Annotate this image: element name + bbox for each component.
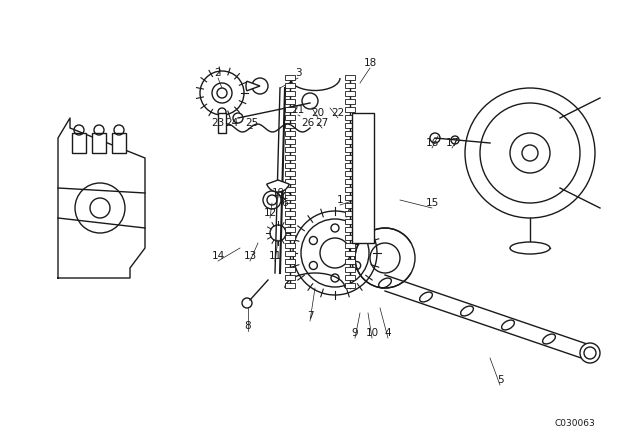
Bar (285, 179, 295, 184)
Bar (285, 211, 295, 216)
Bar (345, 267, 355, 272)
Wedge shape (246, 81, 260, 91)
Bar (285, 107, 295, 112)
Text: 25: 25 (245, 118, 259, 128)
Bar (285, 115, 295, 120)
Text: 27: 27 (316, 118, 328, 128)
Bar (345, 91, 355, 96)
Text: 3: 3 (294, 68, 301, 78)
Text: 20: 20 (312, 108, 324, 118)
Bar (345, 227, 355, 232)
Bar (285, 131, 295, 136)
Bar (345, 251, 355, 256)
Polygon shape (58, 118, 145, 278)
Bar (345, 123, 355, 128)
Text: 23: 23 (211, 118, 225, 128)
Bar (345, 235, 355, 240)
Bar (345, 83, 355, 88)
Bar (285, 155, 295, 160)
Bar (345, 219, 355, 224)
Text: 22: 22 (332, 108, 344, 118)
Text: 6: 6 (282, 198, 288, 208)
Bar (285, 235, 295, 240)
Text: 26: 26 (301, 118, 315, 128)
Bar (285, 83, 295, 88)
Text: 13: 13 (243, 251, 257, 261)
Bar (285, 75, 295, 80)
Text: 11: 11 (268, 251, 282, 261)
Bar (345, 99, 355, 104)
Bar (285, 275, 295, 280)
Ellipse shape (510, 242, 550, 254)
Bar (285, 91, 295, 96)
Bar (285, 259, 295, 264)
Bar (285, 283, 295, 288)
Bar (285, 123, 295, 128)
Text: 17: 17 (445, 138, 459, 148)
Text: 19: 19 (271, 188, 285, 198)
Bar (285, 219, 295, 224)
Bar (218, 113, 226, 133)
Bar (72, 133, 86, 153)
Text: 15: 15 (426, 198, 438, 208)
Bar (345, 195, 355, 200)
Bar (345, 171, 355, 176)
Text: 14: 14 (211, 251, 225, 261)
Text: 24: 24 (225, 118, 239, 128)
Bar (345, 187, 355, 192)
Bar (345, 163, 355, 168)
Wedge shape (267, 180, 289, 192)
Bar (285, 139, 295, 144)
Bar (345, 211, 355, 216)
Text: 4: 4 (385, 328, 391, 338)
Circle shape (218, 108, 226, 116)
Bar (345, 155, 355, 160)
Bar (285, 147, 295, 152)
Text: 7: 7 (307, 311, 314, 321)
Bar (285, 187, 295, 192)
Bar (345, 259, 355, 264)
Text: 1: 1 (337, 195, 343, 205)
Bar (345, 131, 355, 136)
Bar (345, 283, 355, 288)
Bar (345, 139, 355, 144)
Bar (285, 203, 295, 208)
Text: 8: 8 (244, 321, 252, 331)
Text: 12: 12 (264, 208, 276, 218)
Text: C030063: C030063 (554, 419, 595, 428)
Bar (285, 163, 295, 168)
Text: 10: 10 (365, 328, 379, 338)
Bar (345, 243, 355, 248)
Text: 2: 2 (214, 68, 221, 78)
Text: 21: 21 (291, 105, 305, 115)
Bar (285, 251, 295, 256)
Bar (285, 227, 295, 232)
Bar (345, 179, 355, 184)
Bar (92, 133, 106, 153)
Text: 18: 18 (364, 58, 376, 68)
Text: 9: 9 (352, 328, 358, 338)
Bar (345, 115, 355, 120)
Bar (345, 147, 355, 152)
Bar (112, 133, 126, 153)
Circle shape (580, 343, 600, 363)
Bar (285, 171, 295, 176)
Bar (345, 107, 355, 112)
Text: 16: 16 (426, 138, 438, 148)
Bar (352, 113, 374, 243)
Text: 5: 5 (497, 375, 503, 385)
Bar (345, 275, 355, 280)
Bar (345, 75, 355, 80)
Bar (345, 203, 355, 208)
Bar (285, 195, 295, 200)
Bar (285, 243, 295, 248)
Bar (285, 99, 295, 104)
Bar (285, 267, 295, 272)
